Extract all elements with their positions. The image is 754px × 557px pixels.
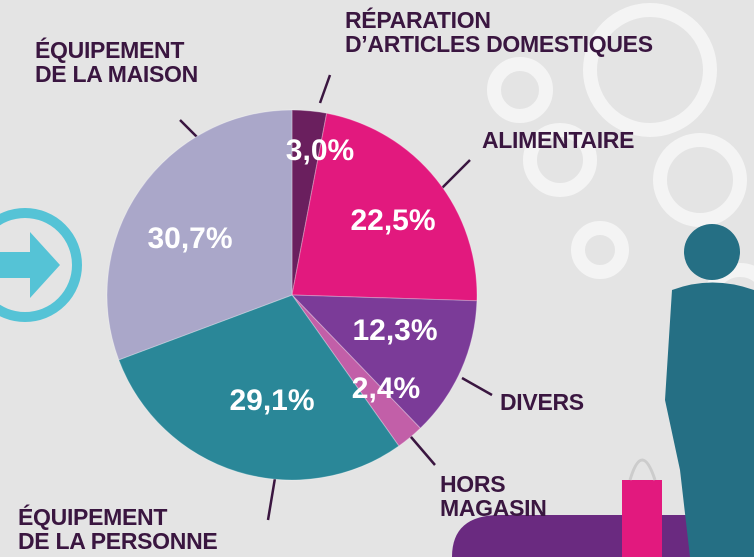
category-label: HORS MAGASIN xyxy=(440,471,547,521)
pie-slice xyxy=(290,294,478,429)
value-label: 2,4% xyxy=(352,372,420,405)
category-label: ALIMENTAIRE xyxy=(482,127,635,153)
pie-slice xyxy=(291,112,478,302)
pie-slice xyxy=(106,109,293,361)
decoration xyxy=(487,3,754,337)
value-label: 22,5% xyxy=(350,204,435,237)
arrow-icon xyxy=(0,208,82,322)
value-label: 12,3% xyxy=(352,314,437,347)
category-label: ÉQUIPEMENT DE LA MAISON xyxy=(35,37,198,87)
shopping-bag xyxy=(628,458,657,481)
value-label: 29,1% xyxy=(229,384,314,417)
pie-slice xyxy=(291,109,328,296)
person-silhouette xyxy=(665,224,754,557)
pie-slice xyxy=(118,294,400,481)
value-label: 3,0% xyxy=(286,134,354,167)
category-label: ÉQUIPEMENT DE LA PERSONNE xyxy=(18,504,218,554)
shopping-bag xyxy=(622,480,662,557)
category-label: DIVERS xyxy=(500,389,584,415)
arrow-icon xyxy=(0,232,60,298)
decoration xyxy=(452,515,754,557)
category-label: RÉPARATION D’ARTICLES DOMESTIQUES xyxy=(345,7,653,57)
value-label: 30,7% xyxy=(147,222,232,255)
pie-slice xyxy=(291,294,422,447)
